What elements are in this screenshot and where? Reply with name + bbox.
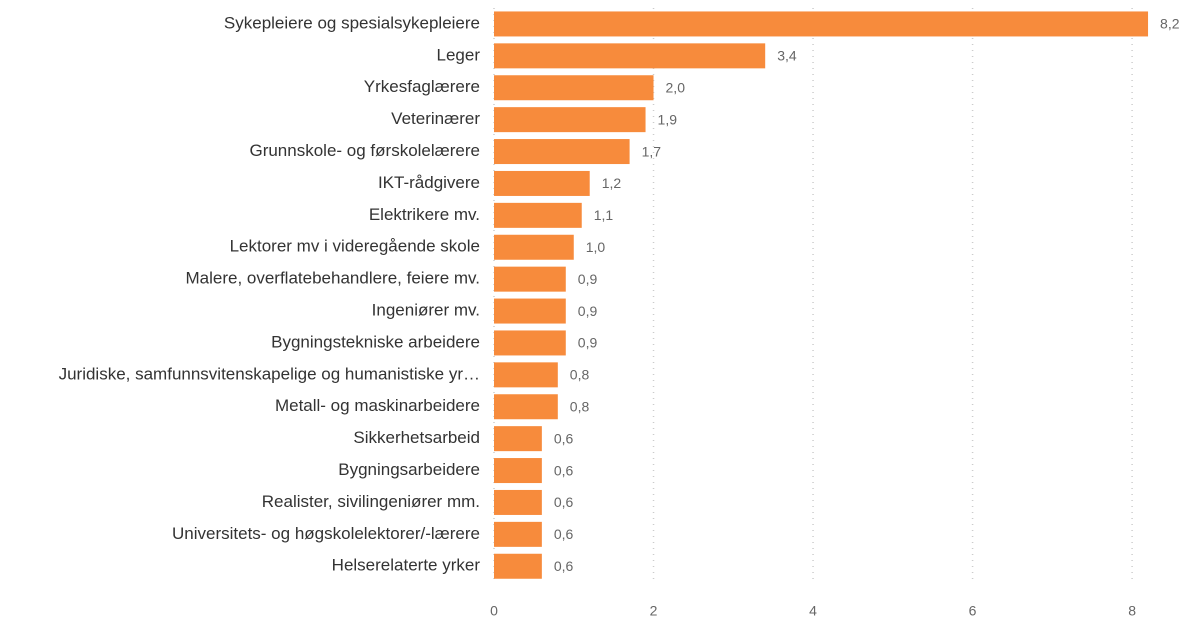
y-tick-label: Helserelaterte yrker: [332, 556, 481, 575]
x-tick-label: 8: [1128, 603, 1136, 619]
bar: [494, 170, 590, 196]
bar: [494, 426, 542, 452]
value-label: 0,8: [570, 367, 590, 383]
value-label: 2,0: [666, 79, 686, 95]
bar: [494, 139, 630, 165]
y-tick-label: Universitets- og høgskolelektorer/-lærer…: [172, 524, 480, 543]
y-tick-label: Elektrikere mv.: [369, 205, 480, 224]
value-label: 1,9: [658, 111, 678, 127]
y-tick-label: Lektorer mv i videregående skole: [230, 237, 480, 256]
value-label: 1,0: [586, 239, 606, 255]
y-tick-label: Realister, sivilingeniører mm.: [262, 492, 480, 511]
y-tick-label: Metall- og maskinarbeidere: [275, 396, 480, 415]
y-tick-label: Juridiske, samfunnsvitenskapelige og hum…: [59, 364, 480, 383]
bar: [494, 298, 566, 324]
y-tick-label: Bygningstekniske arbeidere: [271, 332, 480, 351]
value-label: 0,6: [554, 526, 574, 542]
bar: [494, 202, 582, 228]
value-label: 0,8: [570, 398, 590, 414]
value-label: 0,6: [554, 494, 574, 510]
y-tick-label: Sikkerhetsarbeid: [353, 428, 480, 447]
x-tick-label: 2: [650, 603, 658, 619]
bar: [494, 266, 566, 292]
y-tick-label: Bygningsarbeidere: [338, 460, 480, 479]
value-label: 1,7: [642, 143, 662, 159]
y-tick-label: Sykepleiere og spesialsykepleiere: [224, 13, 480, 32]
value-label: 3,4: [777, 48, 797, 64]
value-label: 0,6: [554, 462, 574, 478]
y-tick-label: Ingeniører mv.: [372, 301, 480, 320]
value-label: 0,9: [578, 303, 598, 319]
bar: [494, 43, 766, 69]
value-label: 1,2: [602, 175, 622, 191]
value-label: 0,9: [578, 335, 598, 351]
y-tick-label: Leger: [437, 45, 481, 64]
bar: [494, 394, 558, 420]
value-label: 0,9: [578, 271, 598, 287]
bar: [494, 75, 654, 101]
x-tick-label: 6: [969, 603, 977, 619]
bar: [494, 521, 542, 547]
x-tick-label: 4: [809, 603, 817, 619]
y-tick-label: Malere, overflatebehandlere, feiere mv.: [185, 269, 480, 288]
value-label: 0,6: [554, 430, 574, 446]
bar: [494, 362, 558, 388]
x-tick-label: 0: [490, 603, 498, 619]
bar: [494, 553, 542, 579]
y-tick-label: Veterinærer: [391, 109, 480, 128]
value-label: 1,1: [594, 207, 614, 223]
value-label: 8,2: [1160, 16, 1180, 32]
bar: [494, 11, 1149, 37]
bar: [494, 107, 646, 133]
y-tick-label: Grunnskole- og førskolelærere: [249, 141, 480, 160]
value-label: 0,6: [554, 558, 574, 574]
y-tick-label: Yrkesfaglærere: [364, 77, 480, 96]
bar: [494, 330, 566, 356]
y-tick-label: IKT-rådgivere: [378, 173, 480, 192]
bar: [494, 489, 542, 515]
bar: [494, 458, 542, 484]
bar: [494, 234, 574, 260]
